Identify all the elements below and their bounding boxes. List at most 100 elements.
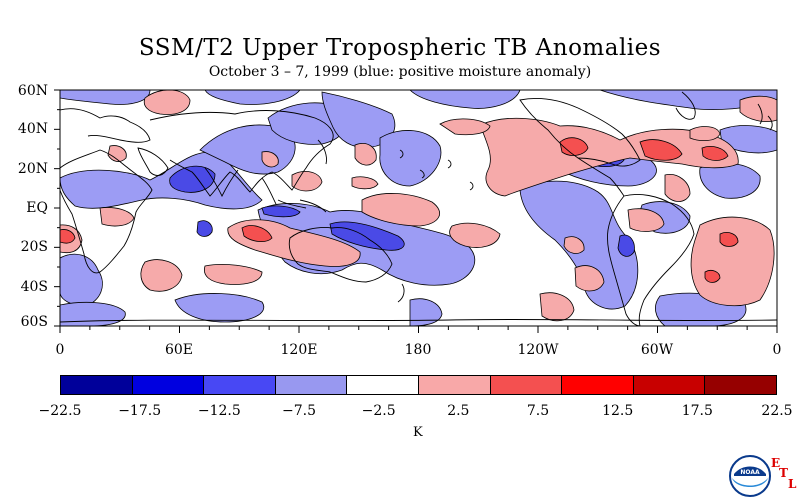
dry-strong-region <box>639 139 683 161</box>
moist-strong-region <box>196 220 213 237</box>
coast-central-america <box>577 157 625 197</box>
colorbar-unit: K <box>413 425 423 440</box>
moist-strong-region <box>261 205 301 218</box>
coast-africa <box>60 149 153 274</box>
dry-region <box>351 176 379 190</box>
dry-region <box>143 90 191 115</box>
lat-label: 60S <box>20 314 48 330</box>
dry-region <box>439 118 491 136</box>
dry-region <box>739 95 777 122</box>
dry-region <box>107 145 127 162</box>
colorbar-segment <box>490 376 563 394</box>
colorbar-segment <box>204 376 276 394</box>
lat-label: 20S <box>20 239 48 255</box>
coast-india <box>204 167 239 198</box>
dry-region <box>140 259 183 292</box>
dry-anomaly-regions <box>60 90 777 322</box>
lon-label: 180 <box>404 342 432 358</box>
colorbar-segment <box>347 376 419 394</box>
coastlines <box>60 91 777 326</box>
lat-label: 60N <box>17 83 48 99</box>
colorbar-segment <box>61 376 133 394</box>
dry-strong-region <box>559 137 589 156</box>
coast-europe <box>60 108 151 143</box>
dry-strong-region <box>241 225 273 242</box>
colorbar-segment <box>562 376 634 394</box>
dry-strong-region <box>704 270 721 283</box>
moist-region <box>409 90 521 109</box>
colorbar-tick-label: 7.5 <box>526 403 550 419</box>
etl-letter: E <box>771 456 781 470</box>
lat-label: 40S <box>20 279 48 295</box>
coast-islands <box>399 149 474 191</box>
colorbar-segment <box>705 376 776 394</box>
colorbar-segment <box>633 376 706 394</box>
noaa-logo: NOAA <box>729 455 771 497</box>
colorbar-segment <box>418 376 491 394</box>
coast-seasia <box>261 177 327 213</box>
lon-label: 0 <box>772 342 782 358</box>
coast-arabia <box>137 147 169 176</box>
etl-letter: T <box>779 466 788 480</box>
dry-region <box>449 222 501 248</box>
moist-region <box>379 130 442 187</box>
coast-uk <box>757 103 773 131</box>
colorbar-tick-label: −2.5 <box>361 403 396 419</box>
coast-antarctic <box>60 318 777 323</box>
lat-label: 40N <box>17 121 48 137</box>
lat-label: 20N <box>17 161 48 177</box>
anomaly-field <box>60 90 777 326</box>
dry-region <box>563 236 585 254</box>
dry-region <box>261 151 279 168</box>
lon-label: 120W <box>517 342 559 358</box>
lon-label: 0 <box>55 342 65 358</box>
coast-japan <box>317 139 327 165</box>
moist-region <box>204 90 301 105</box>
chart-title: SSM/T2 Upper Tropospheric TB Anomalies <box>138 35 662 61</box>
dry-region <box>291 171 323 192</box>
moist-strong-region <box>169 165 216 193</box>
colorbar-tick-label: 2.5 <box>447 403 470 419</box>
coast-newzealand <box>397 283 405 303</box>
lon-label: 120E <box>280 342 318 358</box>
moist-region <box>60 253 103 307</box>
colorbar-tick-label: 22.5 <box>761 403 793 419</box>
lat-label: EQ <box>26 200 48 216</box>
colorbar-tick-label: −7.5 <box>282 403 316 419</box>
colorbar-tick-label: −22.5 <box>38 403 82 419</box>
coast-asia <box>149 110 334 197</box>
coast-australia <box>288 227 393 283</box>
dry-region <box>203 264 263 285</box>
coast-greenland <box>675 91 696 120</box>
colorbar-segment <box>275 376 348 394</box>
dry-strong-region <box>719 232 739 247</box>
colorbar-segment <box>132 376 205 394</box>
colorbar-tick-label: 17.5 <box>681 403 713 419</box>
chart-subtitle: October 3 – 7, 1999 (blue: positive mois… <box>208 64 592 80</box>
noaa-logo-text: NOAA <box>740 469 760 476</box>
map-ticks <box>54 89 778 333</box>
colorbar-tick-label: −17.5 <box>118 403 162 419</box>
dry-region <box>689 126 721 142</box>
dry-region <box>354 143 377 166</box>
dry-region <box>361 193 441 227</box>
moist-strong-region <box>617 234 635 257</box>
etl-letter: L <box>788 477 797 491</box>
moist-region <box>174 293 265 323</box>
dry-region <box>664 174 691 202</box>
dry-strong-cores <box>60 137 739 283</box>
dry-region <box>690 216 775 307</box>
dry-region <box>479 117 739 197</box>
dry-region <box>627 208 665 232</box>
colorbar-tick-label: 12.5 <box>602 403 634 419</box>
coast-north-america <box>519 97 641 167</box>
dry-strong-region <box>60 229 76 244</box>
colorbar <box>60 375 777 395</box>
colorbar-tick-label: −12.5 <box>197 403 241 419</box>
lon-label: 60W <box>640 342 674 358</box>
dry-strong-region <box>701 146 729 161</box>
dry-region <box>574 265 605 292</box>
dry-region <box>99 207 135 227</box>
